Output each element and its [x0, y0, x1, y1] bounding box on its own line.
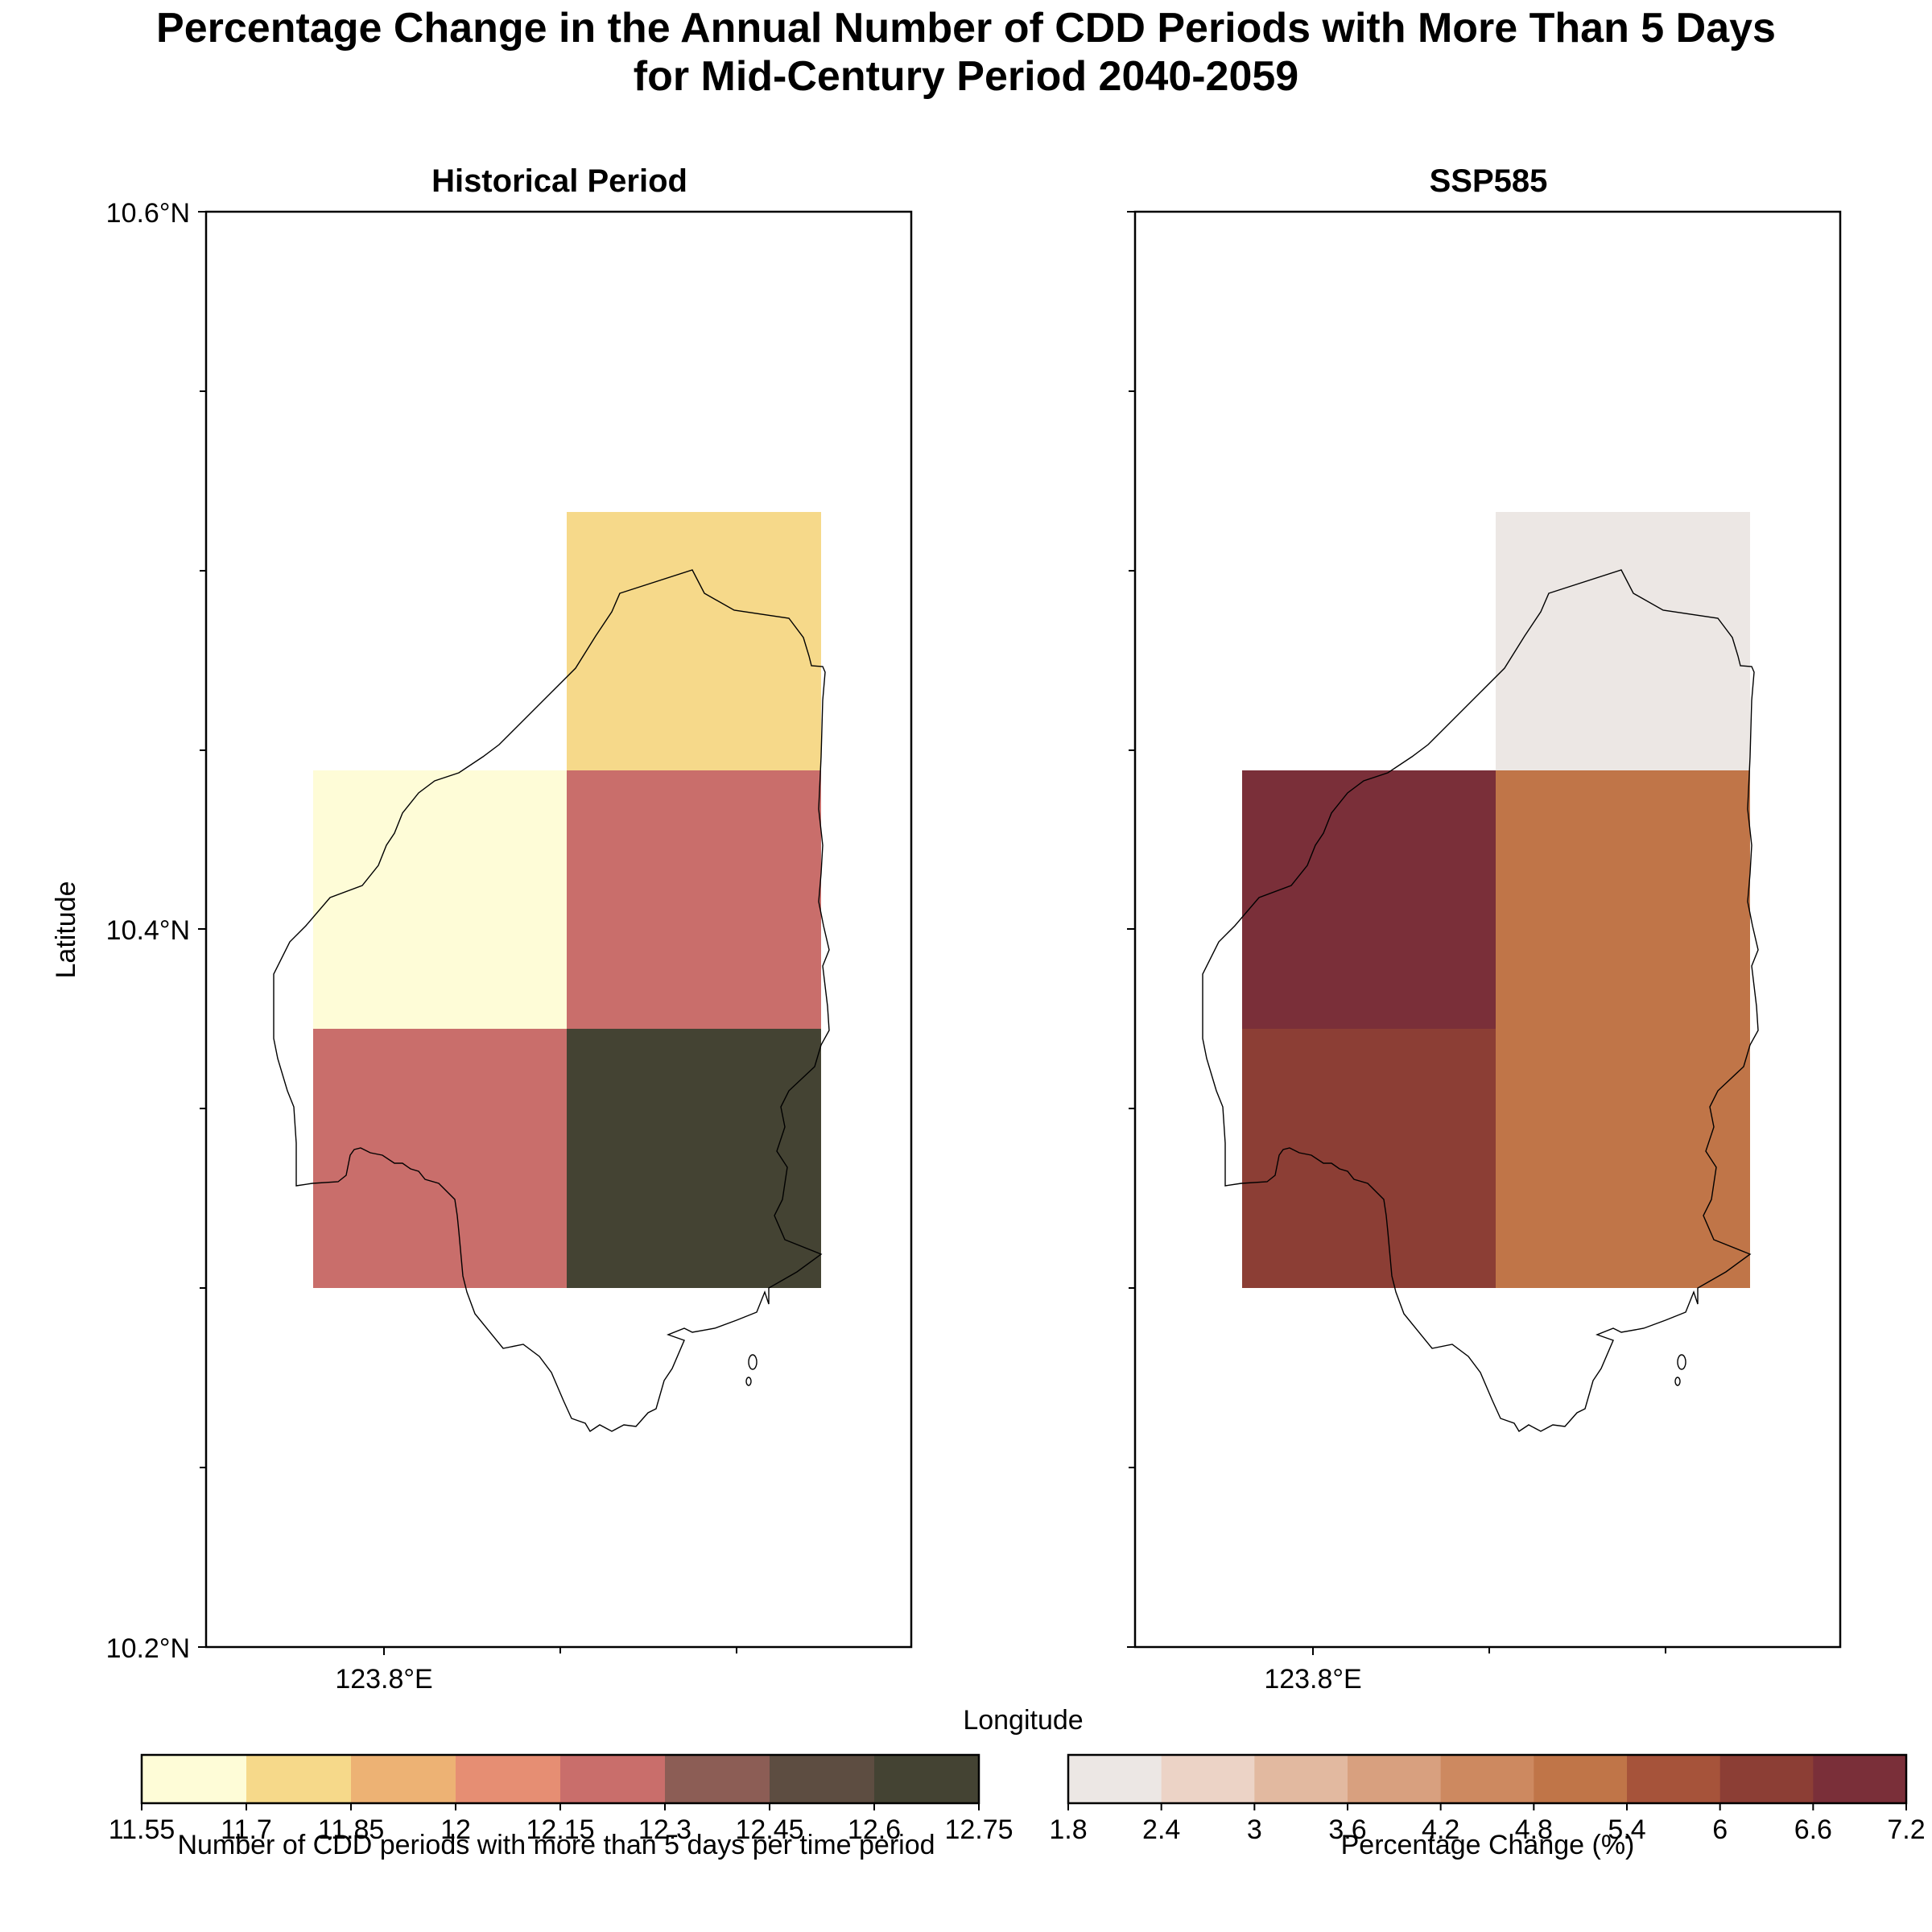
right-colorbar: 1.8 2.4 3 3.6 4.2 4.8 5.4 6 6.6 7.2: [1049, 1753, 1926, 1845]
right-map-panel: 123.8°E: [1127, 210, 1842, 1695]
left-colorbar-swatch: [142, 1755, 247, 1803]
right-colorbar-tick-label: 7.2: [1887, 1814, 1925, 1845]
left-colorbar-swatch: [246, 1755, 352, 1803]
y-tick-label-10.4N: 10.4°N: [106, 915, 190, 946]
figure-title-line2: for Mid-Century Period 2040-2059: [634, 53, 1298, 100]
left-colorbar-tick-label: 12: [440, 1814, 471, 1845]
right-colorbar-tick-label: 2.4: [1142, 1814, 1180, 1845]
right-colorbar-swatch: [1813, 1755, 1907, 1803]
left-islet-2: [745, 1377, 752, 1386]
right-y-ticks: [1127, 211, 1135, 1648]
left-colorbar-tick-label: 11.85: [318, 1814, 385, 1845]
right-colorbar-swatch: [1254, 1755, 1348, 1803]
right-colorbar-tick-label: 4.8: [1515, 1814, 1553, 1845]
right-x-tick-label: 123.8°E: [1264, 1664, 1361, 1695]
left-cell-top-right: [567, 512, 821, 771]
left-map-panel: 10.6°N 10.4°N 10.2°N 123.8°E: [106, 198, 913, 1695]
right-colorbar-swatch: [1627, 1755, 1721, 1803]
y-tick-label-10.6N: 10.6°N: [106, 198, 190, 229]
right-cell-middle-left: [1242, 770, 1496, 1030]
left-colorbar-swatch: [456, 1755, 561, 1803]
right-islet-2: [1674, 1377, 1681, 1386]
right-cell-bottom-left: [1242, 1029, 1496, 1288]
shared-y-axis-label: Latitude: [51, 881, 81, 979]
right-colorbar-tick-label: 4.2: [1422, 1814, 1459, 1845]
left-colorbar-label: Number of CDD periods with more than 5 d…: [177, 1830, 935, 1860]
right-colorbar-tick-label: 3: [1247, 1814, 1262, 1845]
left-colorbar-tick-label: 11.55: [109, 1814, 175, 1845]
left-heatmap-cells: [313, 512, 821, 1288]
right-colorbar-swatch: [1161, 1755, 1255, 1803]
right-heatmap-cells: [1242, 512, 1750, 1288]
left-colorbar-swatch: [351, 1755, 456, 1803]
right-colorbar-frame: [1067, 1753, 1908, 1805]
left-island-coastline: [273, 569, 830, 1432]
left-colorbar-swatch: [874, 1755, 980, 1803]
right-cell-top-right: [1496, 512, 1750, 771]
shared-x-axis-label: Longitude: [963, 1705, 1083, 1736]
left-colorbar-tick-label: 12.6: [848, 1814, 901, 1845]
left-colorbar: 11.55 11.7 11.85 12 12.15 12.3 12.45 12.6 12.75: [109, 1753, 1013, 1845]
left-colorbar-tick-label: 12.15: [526, 1814, 594, 1845]
left-colorbar-swatch: [665, 1755, 770, 1803]
right-colorbar-swatch: [1348, 1755, 1442, 1803]
left-colorbar-swatch: [770, 1755, 875, 1803]
left-panel-title: Historical Period: [431, 163, 687, 199]
right-colorbar-swatch: [1534, 1755, 1628, 1803]
right-colorbar-tick-label: 6: [1712, 1814, 1728, 1845]
right-colorbar-label: Percentage Change (%): [1341, 1830, 1635, 1860]
y-tick-label-10.2N: 10.2°N: [106, 1633, 190, 1664]
left-colorbar-tick-label: 12.3: [638, 1814, 691, 1845]
left-colorbar-tick-label: 11.7: [221, 1814, 272, 1845]
left-cell-bottom-right: [567, 1029, 821, 1288]
right-colorbar-swatch: [1719, 1755, 1814, 1803]
left-x-ticks: [383, 1647, 737, 1655]
left-x-tick-label: 123.8°E: [335, 1664, 432, 1695]
right-colorbar-swatch: [1440, 1755, 1534, 1803]
right-colorbar-tick-label: 6.6: [1794, 1814, 1832, 1845]
right-x-ticks: [1312, 1647, 1666, 1655]
right-island-coastline: [1202, 569, 1759, 1432]
left-colorbar-tick-label: 12.45: [735, 1814, 803, 1845]
left-cell-middle-right: [567, 770, 821, 1030]
left-islet-1: [748, 1354, 758, 1370]
right-islet-1: [1677, 1354, 1686, 1370]
left-colorbar-swatch: [560, 1755, 666, 1803]
right-panel-title: SSP585: [1430, 163, 1548, 199]
right-cell-bottom-right: [1496, 1029, 1750, 1288]
right-colorbar-tick-label: 1.8: [1049, 1814, 1087, 1845]
left-cell-bottom-left: [313, 1029, 568, 1288]
right-cell-middle-right: [1496, 770, 1750, 1030]
figure-title-line1: Percentage Change in the Annual Number o…: [156, 5, 1776, 52]
right-colorbar-swatch: [1068, 1755, 1162, 1803]
left-cell-middle-left: [313, 770, 568, 1030]
left-colorbar-tick-label: 12.75: [944, 1814, 1013, 1845]
right-colorbar-tick-label: 3.6: [1328, 1814, 1366, 1845]
left-y-ticks: [198, 211, 206, 1648]
right-colorbar-tick-label: 5.4: [1608, 1814, 1645, 1845]
